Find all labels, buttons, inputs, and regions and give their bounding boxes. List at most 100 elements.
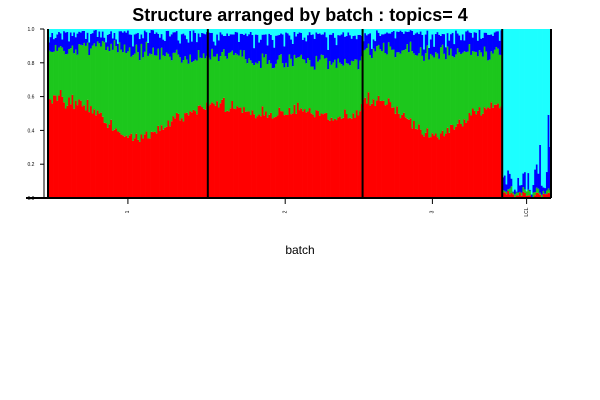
bar-segment: [273, 117, 276, 198]
bar-segment: [145, 131, 148, 198]
bar-segment: [374, 41, 377, 52]
bar-segment: [490, 34, 493, 52]
bar-segment: [433, 29, 436, 47]
bar-segment: [199, 57, 202, 106]
bar-segment: [399, 53, 402, 119]
bar-segment: [217, 29, 220, 41]
bar-segment: [302, 29, 305, 40]
bar-segment: [408, 119, 411, 198]
bar-segment: [337, 58, 340, 118]
bar-segment: [53, 39, 56, 52]
bar-segment: [333, 118, 337, 198]
bar-segment: [389, 29, 392, 34]
bar-segment: [76, 54, 79, 106]
bar-segment: [211, 48, 214, 103]
bar-segment: [460, 123, 463, 198]
bar-segment: [256, 116, 259, 198]
bar-segment: [463, 29, 466, 41]
bar-segment: [517, 195, 520, 198]
bar-segment: [391, 49, 394, 108]
bar-segment: [382, 42, 385, 101]
bar-segment: [291, 113, 294, 198]
bar-segment: [332, 62, 335, 121]
bar-segment: [406, 118, 409, 198]
bar-segment: [364, 29, 367, 34]
bar-segment: [473, 110, 476, 198]
bar-segment: [305, 112, 308, 198]
bar-segment: [101, 41, 104, 117]
bar-segment: [451, 29, 454, 33]
bar-segment: [448, 29, 451, 41]
bar-segment: [540, 29, 543, 186]
bar-segment: [465, 122, 468, 198]
bar-segment: [322, 114, 325, 198]
bar-segment: [103, 122, 106, 198]
bar-segment: [83, 105, 86, 198]
bar-segment: [401, 114, 404, 198]
bar-segment: [450, 124, 453, 198]
bar-segment: [76, 105, 79, 198]
bar-segment: [354, 35, 357, 60]
bar-segment: [424, 53, 427, 133]
bar-segment: [78, 99, 81, 198]
bar-segment: [275, 29, 278, 36]
bar-segment: [127, 30, 130, 52]
bar-segment: [379, 29, 382, 36]
bar-segment: [295, 29, 298, 37]
bar-segment: [487, 34, 490, 61]
bar-segment: [244, 29, 247, 34]
bar-segment: [199, 105, 202, 198]
bar-segment: [330, 34, 333, 65]
bar-segment: [488, 59, 491, 109]
bar-segment: [520, 29, 523, 186]
bar-segment: [226, 29, 229, 34]
bar-segment: [339, 116, 342, 198]
bar-segment: [387, 42, 390, 99]
bar-segment: [236, 106, 239, 198]
bar-segment: [179, 29, 182, 44]
bar-segment: [424, 132, 427, 198]
bar-segment: [231, 29, 234, 35]
bar-segment: [439, 29, 443, 36]
bar-segment: [150, 54, 153, 132]
bar-segment: [502, 192, 505, 198]
bar-segment: [147, 42, 150, 56]
bar-segment: [392, 49, 395, 108]
bar-segment: [216, 34, 219, 54]
bar-segment: [352, 35, 355, 62]
bar-segment: [286, 33, 289, 68]
bar-segment: [228, 29, 231, 36]
bar-segment: [473, 29, 476, 33]
bar-segment: [118, 132, 121, 198]
bar-segment: [421, 134, 424, 198]
bar-segment: [507, 170, 510, 190]
bar-segment: [322, 55, 325, 115]
bar-segment: [335, 120, 338, 198]
bar-segment: [236, 54, 239, 107]
bar-segment: [61, 29, 64, 40]
bar-segment: [165, 52, 168, 127]
bar-segment: [377, 29, 380, 33]
bar-segment: [177, 54, 180, 114]
bar-segment: [111, 130, 114, 198]
bar-segment: [68, 49, 71, 98]
bar-segment: [194, 111, 197, 198]
bar-segment: [529, 195, 532, 198]
bar-segment: [445, 29, 448, 48]
bar-segment: [342, 65, 345, 118]
bar-segment: [180, 29, 183, 35]
bar-segment: [507, 189, 510, 192]
bar-segment: [389, 33, 392, 47]
bar-segment: [542, 187, 545, 191]
bar-segment: [216, 29, 219, 35]
bar-segment: [396, 106, 399, 198]
bar-segment: [354, 118, 357, 198]
bar-segment: [214, 45, 217, 57]
bar-segment: [544, 29, 547, 189]
bar-segment: [182, 33, 185, 61]
bar-segment: [95, 46, 98, 116]
bar-segment: [159, 29, 162, 38]
bar-segment: [312, 114, 315, 198]
bar-segment: [347, 32, 350, 64]
bar-segment: [335, 29, 338, 46]
